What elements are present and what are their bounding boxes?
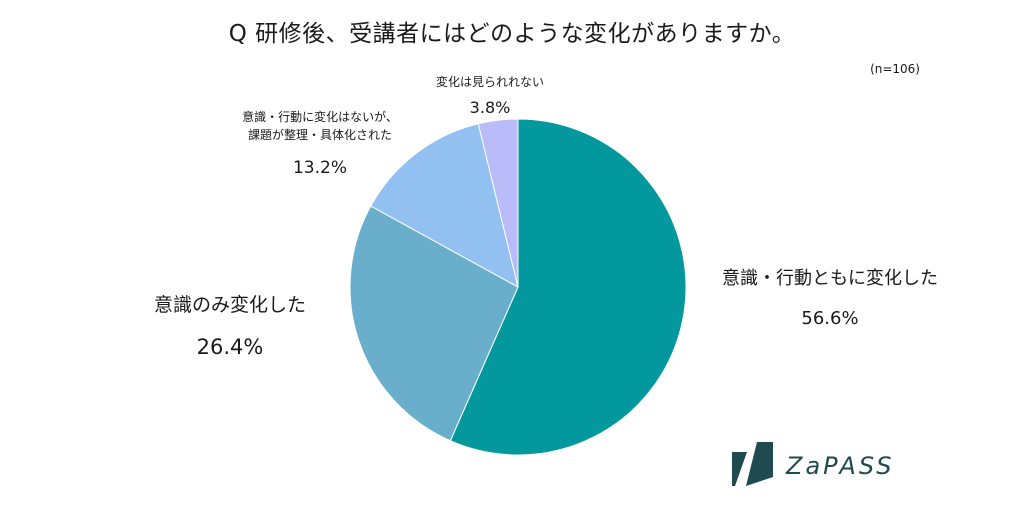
logo-mark-icon <box>732 442 773 486</box>
slice-label-issues-clarified: 意識・行動に変化はないが、 課題が整理・具体化された 13.2% <box>190 108 450 178</box>
sample-size-note: (n=106) <box>870 62 920 76</box>
slice-label-name-line1: 意識・行動に変化はないが、 <box>242 110 398 124</box>
slice-label-name: 意識のみ変化した <box>153 294 306 316</box>
pie-slice-0 <box>449 118 687 456</box>
slice-label-name: 変化は見られれない <box>435 75 544 89</box>
pie-slice-1 <box>349 205 519 442</box>
slice-label-awareness-only: 意識のみ変化した 26.4% <box>110 290 350 359</box>
slice-label-value: 56.6% <box>801 308 859 329</box>
chart-title: Q 研修後、受講者にはどのような変化がありますか。 <box>228 21 796 47</box>
pie-slice-2 <box>370 123 519 288</box>
slice-label-value: 3.8% <box>469 98 511 117</box>
logo-text: ZaPASS <box>786 452 895 480</box>
slice-label-value: 26.4% <box>196 335 264 359</box>
slice-label-name-line2: 課題が整理・具体化された <box>247 128 392 142</box>
slice-label-behavior-and-awareness: 意識・行動ともに変化した 56.6% <box>680 264 980 329</box>
slice-label-no-change: 変化は見られれない 3.8% <box>410 73 570 117</box>
slice-label-value: 13.2% <box>292 158 347 178</box>
zapass-logo: ZaPASS <box>730 440 900 490</box>
pie-slice-3 <box>477 118 519 288</box>
slice-label-name: 意識・行動ともに変化した <box>722 268 938 289</box>
